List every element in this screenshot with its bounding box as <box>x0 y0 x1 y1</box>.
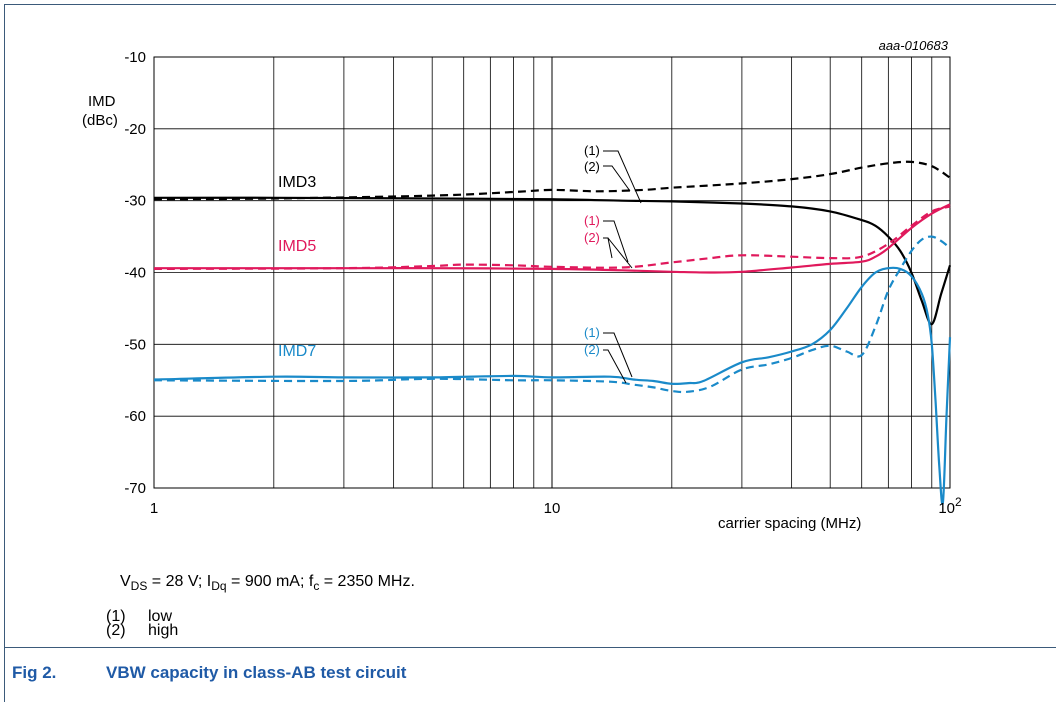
y-tick-label: -50 <box>124 336 146 353</box>
callout-imd5-2: (2) <box>584 230 600 245</box>
grid <box>153 56 951 489</box>
figure-caption: Fig 2. VBW capacity in class-AB test cir… <box>12 663 406 683</box>
series-line-imd5-dashed <box>153 205 951 270</box>
y-tick-label: -10 <box>124 49 146 66</box>
y-tick-label: -70 <box>124 480 146 497</box>
series-line-imd3-solid <box>153 196 952 326</box>
callout-imd5-1: (1) <box>584 213 600 228</box>
figure-number: Fig 2. <box>12 663 57 682</box>
y-tick-label: -30 <box>124 193 146 210</box>
callout-imd7-2: (2) <box>584 342 600 357</box>
callout-imd3-2: (2) <box>584 159 600 174</box>
leader-imd5 <box>603 220 633 269</box>
caption-divider <box>4 647 1056 648</box>
series-line-imd5-solid <box>153 203 951 274</box>
x-tick-label: 10 <box>544 500 561 517</box>
callout-imd3-1: (1) <box>584 143 600 158</box>
label-imd5: IMD5 <box>278 238 316 255</box>
y-tick-label: -20 <box>124 121 146 138</box>
x-tick-superscript: 2 <box>955 495 962 509</box>
figure-frame <box>4 4 1056 702</box>
tick-labels: -10-20-30-40-50-60-701 10 102 <box>124 49 962 517</box>
y-tick-label: -60 <box>124 408 146 425</box>
series-line-imd7-solid <box>153 266 952 506</box>
label-imd7: IMD7 <box>278 343 316 360</box>
y-axis-unit: (dBc) <box>82 112 118 129</box>
callout-imd7-1: (1) <box>584 325 600 340</box>
series-line-imd3-dashed <box>153 160 951 201</box>
figure-title: VBW capacity in class-AB test circuit <box>106 663 407 682</box>
series-group <box>153 160 952 506</box>
x-axis-label: carrier spacing (MHz) <box>718 515 861 532</box>
leader-imd3 <box>603 150 642 204</box>
test-conditions: VDS = 28 V; IDq = 900 mA; fc = 2350 MHz. <box>120 573 415 594</box>
chart-code: aaa-010683 <box>879 38 949 53</box>
callout-leaders <box>603 150 642 384</box>
y-tick-label: -40 <box>124 265 146 282</box>
leader-imd7 <box>603 332 633 384</box>
y-axis-label: IMD <box>88 93 116 110</box>
x-tick-label: 1 <box>150 500 158 517</box>
label-imd3: IMD3 <box>278 174 316 191</box>
